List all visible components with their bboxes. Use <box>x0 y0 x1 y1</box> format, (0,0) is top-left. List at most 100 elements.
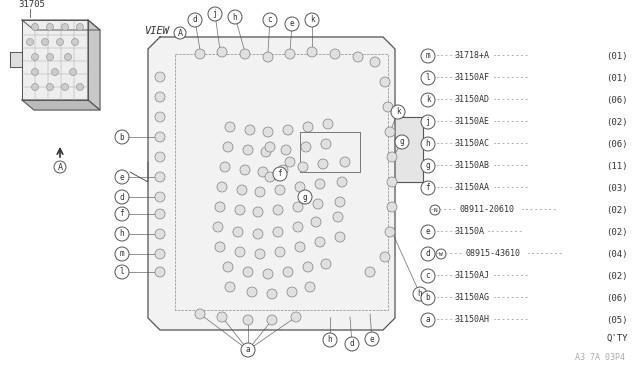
Circle shape <box>77 23 83 31</box>
Circle shape <box>335 232 345 242</box>
Circle shape <box>26 38 33 45</box>
Circle shape <box>263 13 277 27</box>
Text: j: j <box>212 10 218 19</box>
Text: 31705: 31705 <box>18 0 45 9</box>
Circle shape <box>31 68 38 76</box>
Circle shape <box>283 125 293 135</box>
Text: (02): (02) <box>607 205 628 215</box>
Circle shape <box>278 165 288 175</box>
Circle shape <box>421 137 435 151</box>
Text: f: f <box>120 209 124 218</box>
Text: (05): (05) <box>607 315 628 324</box>
Circle shape <box>155 72 165 82</box>
Circle shape <box>255 249 265 259</box>
Text: (01): (01) <box>607 74 628 83</box>
Circle shape <box>335 197 345 207</box>
Circle shape <box>421 181 435 195</box>
Circle shape <box>195 309 205 319</box>
Text: j: j <box>426 118 430 126</box>
Circle shape <box>213 222 223 232</box>
Circle shape <box>303 262 313 272</box>
Circle shape <box>275 185 285 195</box>
Circle shape <box>155 267 165 277</box>
Circle shape <box>421 225 435 239</box>
Text: --------: -------- <box>527 250 563 259</box>
Circle shape <box>283 267 293 277</box>
Circle shape <box>155 152 165 162</box>
Text: --------: -------- <box>493 183 529 192</box>
Text: A: A <box>58 163 63 171</box>
Circle shape <box>285 17 299 31</box>
Circle shape <box>395 135 409 149</box>
Circle shape <box>380 252 390 262</box>
Circle shape <box>313 199 323 209</box>
Circle shape <box>307 47 317 57</box>
Circle shape <box>47 23 54 31</box>
Circle shape <box>31 23 38 31</box>
Text: (03): (03) <box>607 183 628 192</box>
Circle shape <box>115 247 129 261</box>
Circle shape <box>298 190 312 204</box>
Circle shape <box>421 247 435 261</box>
Circle shape <box>155 209 165 219</box>
Circle shape <box>261 147 271 157</box>
Text: h: h <box>426 140 430 148</box>
Circle shape <box>47 54 54 61</box>
Circle shape <box>295 182 305 192</box>
Circle shape <box>31 54 38 61</box>
Circle shape <box>235 205 245 215</box>
Circle shape <box>387 177 397 187</box>
Text: (06): (06) <box>607 96 628 105</box>
Text: (04): (04) <box>607 250 628 259</box>
Circle shape <box>345 337 359 351</box>
Circle shape <box>155 192 165 202</box>
Circle shape <box>228 10 242 24</box>
Circle shape <box>285 157 295 167</box>
Circle shape <box>421 159 435 173</box>
Circle shape <box>115 170 129 184</box>
Text: ------: ------ <box>436 96 464 105</box>
Circle shape <box>208 7 222 21</box>
Text: ------: ------ <box>436 140 464 148</box>
Circle shape <box>225 122 235 132</box>
Text: k: k <box>426 96 430 105</box>
Polygon shape <box>22 20 88 100</box>
Text: b: b <box>120 132 124 141</box>
Circle shape <box>273 167 287 181</box>
Circle shape <box>115 130 129 144</box>
Circle shape <box>61 83 68 90</box>
Text: 31150AA: 31150AA <box>454 183 489 192</box>
Circle shape <box>217 182 227 192</box>
Circle shape <box>293 222 303 232</box>
Text: N: N <box>433 208 437 212</box>
Text: ------: ------ <box>436 294 464 302</box>
Circle shape <box>240 165 250 175</box>
Text: 31150AC: 31150AC <box>454 140 489 148</box>
Text: (06): (06) <box>607 294 628 302</box>
Circle shape <box>188 13 202 27</box>
Text: (01): (01) <box>607 51 628 61</box>
Circle shape <box>305 13 319 27</box>
Circle shape <box>243 315 253 325</box>
Circle shape <box>281 145 291 155</box>
Text: c: c <box>426 272 430 280</box>
Circle shape <box>61 23 68 31</box>
Circle shape <box>243 267 253 277</box>
Text: e: e <box>120 173 124 182</box>
Circle shape <box>353 52 363 62</box>
Text: 31150AH: 31150AH <box>454 315 489 324</box>
Circle shape <box>217 47 227 57</box>
Circle shape <box>65 54 72 61</box>
Text: --------: -------- <box>493 51 529 61</box>
Circle shape <box>293 202 303 212</box>
Text: VIEW: VIEW <box>145 26 170 36</box>
Text: 08915-43610: 08915-43610 <box>466 250 521 259</box>
Circle shape <box>243 145 253 155</box>
Circle shape <box>245 125 255 135</box>
Text: (06): (06) <box>607 140 628 148</box>
Text: ------: ------ <box>436 183 464 192</box>
Text: 31150A: 31150A <box>454 228 484 237</box>
Text: f: f <box>278 170 282 179</box>
Text: --------: -------- <box>493 140 529 148</box>
Circle shape <box>155 249 165 259</box>
